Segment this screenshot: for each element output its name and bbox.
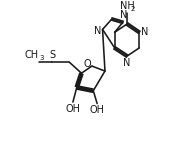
Text: 2: 2 xyxy=(130,6,135,12)
Text: 3: 3 xyxy=(40,55,44,61)
Text: N: N xyxy=(123,58,131,68)
Text: NH: NH xyxy=(120,1,135,11)
Text: N: N xyxy=(120,10,127,21)
Text: OH: OH xyxy=(65,104,80,114)
Text: OH: OH xyxy=(90,104,105,115)
Text: O: O xyxy=(83,59,91,69)
Text: S: S xyxy=(49,50,55,60)
Text: N: N xyxy=(141,27,148,37)
Text: CH: CH xyxy=(25,50,39,60)
Text: N: N xyxy=(94,26,101,36)
